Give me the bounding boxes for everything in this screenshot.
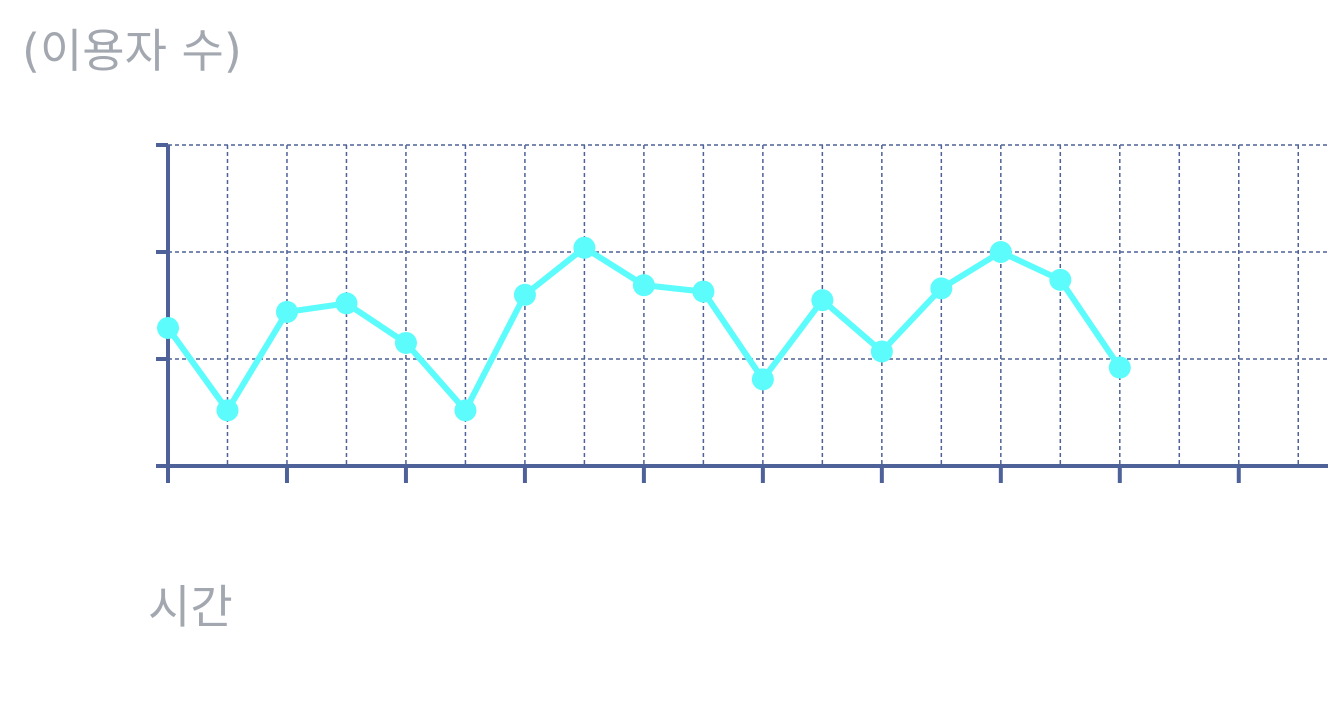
data-point bbox=[692, 280, 715, 303]
data-point bbox=[632, 274, 655, 297]
data-point bbox=[157, 316, 179, 339]
data-point bbox=[335, 292, 358, 315]
data-point bbox=[870, 340, 893, 363]
data-point bbox=[513, 283, 536, 306]
data-point bbox=[989, 241, 1012, 263]
data-point bbox=[275, 300, 298, 323]
y-axis-label: (이용자 수) bbox=[22, 24, 242, 78]
data-point bbox=[751, 368, 774, 391]
x-axis-label: 시간 bbox=[148, 580, 233, 634]
data-point bbox=[454, 399, 477, 422]
data-series bbox=[157, 236, 1131, 422]
data-point bbox=[1049, 268, 1072, 291]
data-point bbox=[811, 289, 834, 312]
data-point bbox=[930, 277, 953, 300]
axes bbox=[156, 143, 1328, 483]
data-point bbox=[573, 236, 596, 259]
data-point bbox=[394, 331, 417, 354]
data-point bbox=[216, 399, 239, 422]
data-point bbox=[1108, 356, 1131, 379]
